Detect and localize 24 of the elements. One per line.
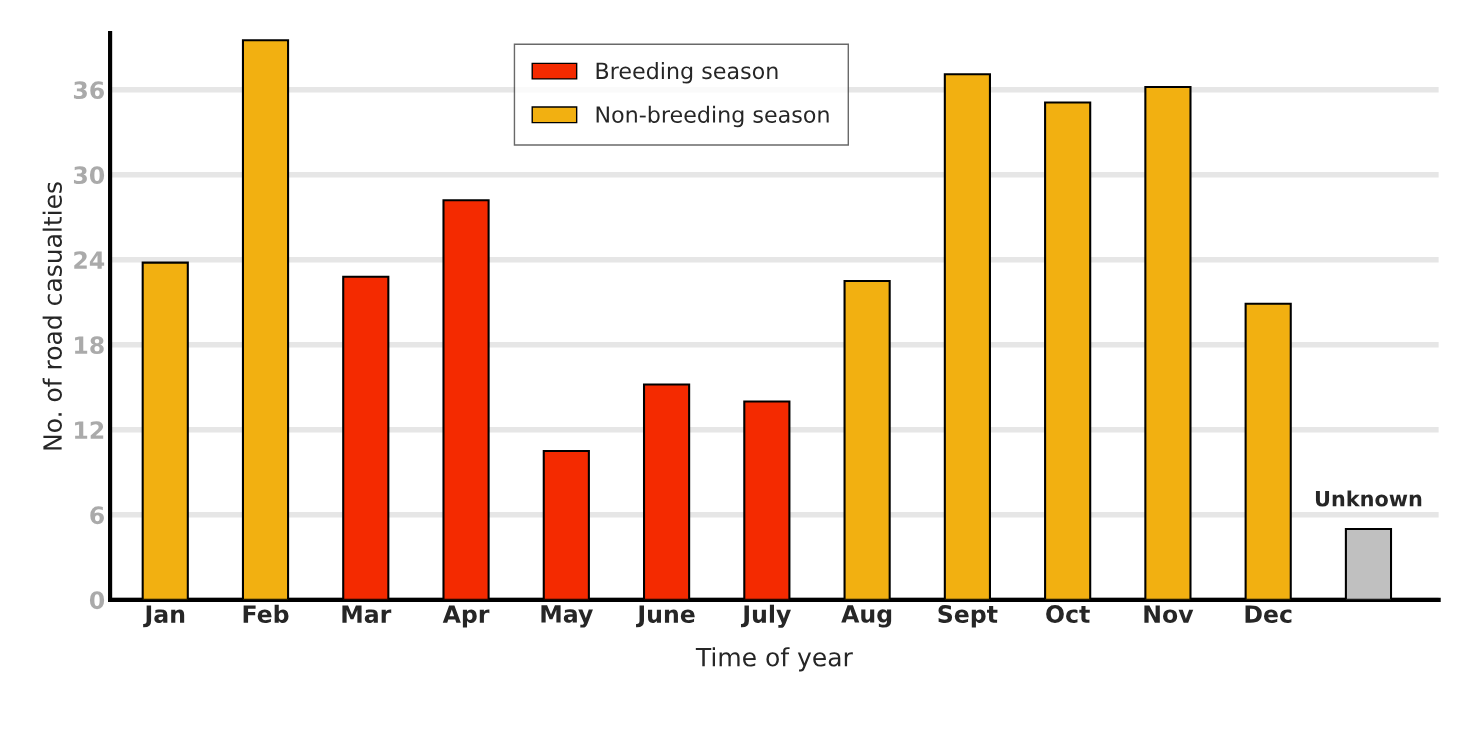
x-tick-label: Apr (442, 605, 490, 628)
y-tick-label: 6 (90, 506, 104, 525)
x-tick-label: Oct (1046, 605, 1090, 623)
y-axis-title: No. of road casualties (42, 182, 62, 450)
y-tick-label: 24 (74, 251, 105, 269)
x-tick-label: Nov (1144, 605, 1194, 623)
x-tick-label: Jan (143, 605, 185, 628)
x-tick-label: Aug (841, 605, 892, 628)
y-tick-label: 30 (73, 166, 105, 185)
y-tick-label: 0 (89, 591, 105, 610)
x-tick-label: June (636, 605, 695, 628)
x-tick-label: Dec (1245, 605, 1292, 623)
y-tick-label: 12 (75, 421, 104, 439)
x-tick-label: Mar (342, 605, 392, 623)
annotation: Unknown (1315, 490, 1422, 507)
x-tick-label: Feb (243, 604, 289, 623)
y-tick-label: 36 (73, 81, 104, 100)
x-tick-label: May (541, 605, 593, 628)
x-axis-title: Time of year (695, 647, 853, 672)
legend-label: Breeding season (596, 62, 778, 84)
x-tick-label: July (740, 604, 791, 628)
legend-label: Non-breeding season (596, 105, 829, 128)
y-tick-label: 18 (75, 336, 104, 355)
x-tick-label: Sept (938, 605, 998, 628)
